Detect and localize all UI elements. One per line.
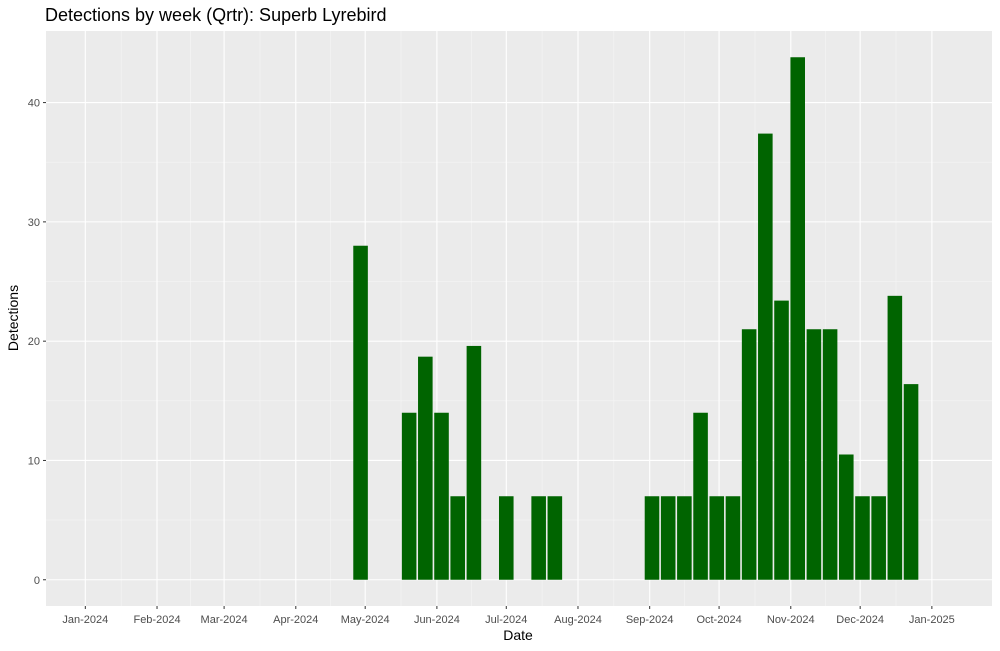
bar — [450, 496, 465, 580]
bar — [353, 245, 368, 580]
bar — [418, 356, 433, 580]
bar — [498, 496, 514, 580]
x-axis: Jan-2024 Feb-2024 Mar-2024 Apr-2024 May-2024… — [62, 606, 955, 626]
y-axis: 0 10 20 30 40 — [28, 98, 46, 587]
bar — [434, 412, 449, 580]
x-tick-label: Sep-2024 — [626, 614, 674, 626]
bar — [855, 496, 870, 580]
bar — [822, 329, 838, 580]
bar — [741, 329, 757, 580]
bar — [871, 496, 886, 580]
x-tick-label: Jul-2024 — [485, 614, 527, 626]
bar — [660, 496, 676, 580]
chart-title: Detections by week (Qrtr): Superb Lyrebi… — [45, 5, 386, 25]
x-tick-label: Dec-2024 — [836, 614, 884, 626]
bar — [466, 345, 482, 580]
bar — [903, 384, 919, 580]
x-tick-label: Feb-2024 — [133, 614, 180, 626]
bars — [353, 57, 919, 580]
bar — [644, 496, 660, 580]
x-tick-label: Jun-2024 — [414, 614, 460, 626]
y-axis-title: Detections — [5, 285, 21, 351]
y-tick-label: 0 — [34, 575, 40, 587]
bar — [774, 300, 789, 580]
x-tick-label: Mar-2024 — [201, 614, 248, 626]
x-tick-label: Aug-2024 — [554, 614, 602, 626]
bar — [709, 496, 725, 580]
bar — [790, 57, 805, 580]
bar — [677, 496, 692, 580]
bar — [758, 133, 773, 580]
x-tick-label: Nov-2024 — [767, 614, 815, 626]
x-tick-label: Jan-2024 — [62, 614, 108, 626]
y-tick-label: 30 — [28, 217, 40, 229]
y-tick-label: 20 — [28, 336, 40, 348]
x-axis-title: Date — [503, 627, 533, 643]
bar — [531, 496, 546, 580]
y-tick-label: 40 — [28, 98, 40, 110]
bar — [725, 496, 741, 580]
x-tick-label: Apr-2024 — [273, 614, 318, 626]
bar — [693, 412, 708, 580]
x-tick-label: Jan-2025 — [909, 614, 955, 626]
x-tick-label: May-2024 — [341, 614, 390, 626]
x-tick-label: Oct-2024 — [696, 614, 741, 626]
bar — [838, 454, 854, 580]
bar — [547, 496, 563, 580]
bar — [401, 412, 417, 580]
bar — [887, 295, 903, 580]
bar — [806, 329, 822, 580]
y-tick-label: 10 — [28, 455, 40, 467]
